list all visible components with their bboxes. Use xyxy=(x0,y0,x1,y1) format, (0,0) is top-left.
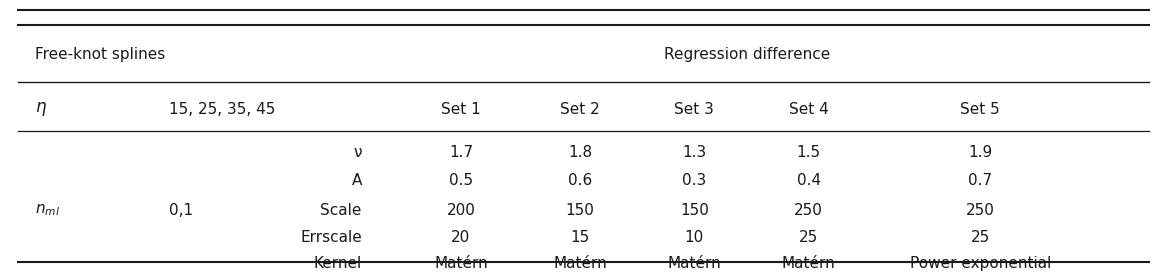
Text: 1.7: 1.7 xyxy=(449,146,473,160)
Text: Errscale: Errscale xyxy=(300,230,362,245)
Text: Free-knot splines: Free-knot splines xyxy=(35,47,166,62)
Text: 10: 10 xyxy=(685,230,704,245)
Text: 0.7: 0.7 xyxy=(969,173,992,188)
Text: Matérn: Matérn xyxy=(782,256,836,271)
Text: 1.3: 1.3 xyxy=(683,146,706,160)
Text: ν: ν xyxy=(354,146,362,160)
Text: 0.3: 0.3 xyxy=(683,173,706,188)
Text: Matérn: Matérn xyxy=(434,256,488,271)
Text: 250: 250 xyxy=(966,203,994,218)
Text: Regression difference: Regression difference xyxy=(664,47,830,62)
Text: 200: 200 xyxy=(447,203,475,218)
Text: Matérn: Matérn xyxy=(553,256,607,271)
Text: 25: 25 xyxy=(799,230,818,245)
Text: 150: 150 xyxy=(680,203,708,218)
Text: $\eta$: $\eta$ xyxy=(35,100,47,118)
Text: Matérn: Matérn xyxy=(668,256,721,271)
Text: Power exponential: Power exponential xyxy=(909,256,1051,271)
Text: $n_{ml}$: $n_{ml}$ xyxy=(35,202,60,218)
Text: Scale: Scale xyxy=(321,203,362,218)
Text: 150: 150 xyxy=(566,203,594,218)
Text: 0.5: 0.5 xyxy=(449,173,473,188)
Text: 25: 25 xyxy=(971,230,990,245)
Text: Set 1: Set 1 xyxy=(441,102,481,117)
Text: A: A xyxy=(351,173,362,188)
Text: Set 2: Set 2 xyxy=(560,102,600,117)
Text: 20: 20 xyxy=(452,230,470,245)
Text: 15, 25, 35, 45: 15, 25, 35, 45 xyxy=(169,102,275,117)
Text: Set 3: Set 3 xyxy=(675,102,714,117)
Text: 1.5: 1.5 xyxy=(797,146,820,160)
Text: 1.8: 1.8 xyxy=(568,146,592,160)
Text: 1.9: 1.9 xyxy=(969,146,992,160)
Text: 0.4: 0.4 xyxy=(797,173,820,188)
Text: 250: 250 xyxy=(795,203,823,218)
Text: Set 4: Set 4 xyxy=(789,102,829,117)
Text: Kernel: Kernel xyxy=(314,256,362,271)
Text: 15: 15 xyxy=(571,230,589,245)
Text: 0.6: 0.6 xyxy=(568,173,592,188)
Text: 0,1: 0,1 xyxy=(169,203,194,218)
Text: Set 5: Set 5 xyxy=(960,102,1000,117)
